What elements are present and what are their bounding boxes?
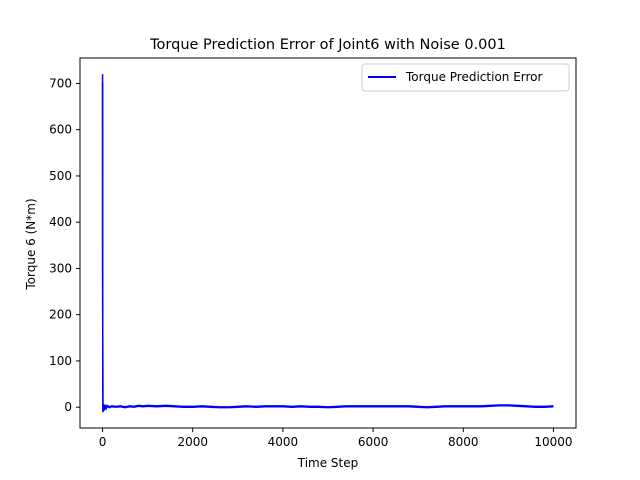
- x-tick-label: 4000: [268, 435, 299, 449]
- chart-title: Torque Prediction Error of Joint6 with N…: [149, 37, 506, 53]
- y-tick-label: 400: [49, 215, 72, 229]
- x-tick-label: 8000: [448, 435, 479, 449]
- y-tick-label: 0: [64, 400, 72, 414]
- x-tick-label: 10000: [534, 435, 572, 449]
- x-tick-label: 0: [99, 435, 107, 449]
- legend-label-torque-prediction-error: Torque Prediction Error: [405, 70, 543, 84]
- y-axis-label: Torque 6 (N*m): [24, 198, 38, 290]
- y-tick-label: 100: [49, 354, 72, 368]
- series-line-torque-prediction-error: [101, 74, 554, 413]
- x-tick-label: 6000: [358, 435, 389, 449]
- y-tick-label: 700: [49, 76, 72, 90]
- y-tick-label: 300: [49, 261, 72, 275]
- x-axis-label: Time Step: [297, 456, 359, 470]
- x-tick-label: 2000: [177, 435, 208, 449]
- series-noise-band: [101, 82, 554, 412]
- y-tick-label: 500: [49, 169, 72, 183]
- x-axis-ticks: 0 2000 4000 6000 8000 10000: [99, 428, 573, 449]
- legend-box: [361, 63, 570, 92]
- plot-area: [79, 57, 577, 429]
- axes-frame: [79, 57, 577, 429]
- legend: Torque Prediction Error: [361, 63, 570, 92]
- y-tick-label: 600: [49, 123, 72, 137]
- y-tick-label: 200: [49, 308, 72, 322]
- y-axis-ticks: 0 100 200 300 400 500 600 700: [49, 76, 80, 414]
